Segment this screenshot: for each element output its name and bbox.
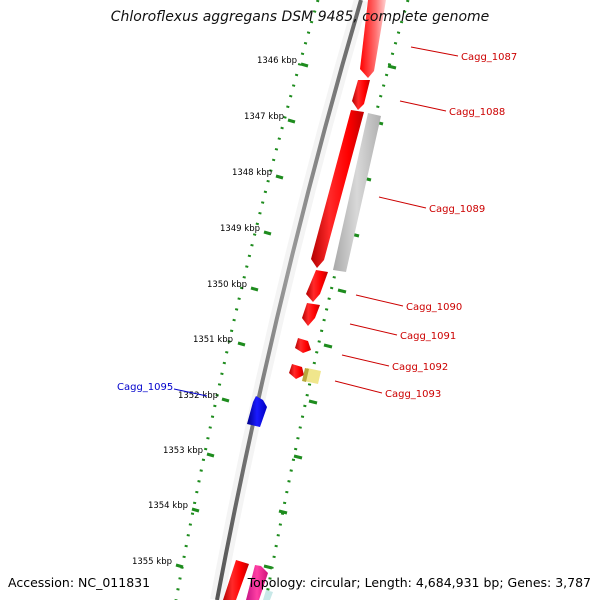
tick-mark (191, 507, 200, 513)
gene-label[interactable]: Cagg_1088 (449, 107, 505, 118)
tick-label: 1351 kbp (193, 335, 233, 345)
gene-pink-bottom[interactable] (246, 565, 268, 600)
tick-mark (287, 118, 296, 124)
gene-cagg-1090[interactable] (306, 270, 328, 302)
tick-label: 1349 kbp (220, 224, 260, 234)
ruler-right (264, 0, 410, 600)
gene-label[interactable]: Cagg_1091 (400, 331, 456, 342)
tick-mark (263, 564, 273, 570)
gene-cagg-1088[interactable] (352, 80, 370, 110)
tick-mark (206, 452, 215, 458)
gene-cagg-1092[interactable] (295, 338, 311, 353)
feature-khaki-edge (302, 368, 309, 382)
callout-line (355, 294, 404, 307)
tick-mark (263, 230, 272, 236)
tick-label: 1350 kbp (207, 280, 247, 290)
tick-mark (278, 509, 288, 515)
genome-summary-text: Topology: circular; Length: 4,684,931 bp… (247, 575, 591, 590)
gene-label[interactable]: Cagg_1087 (461, 52, 517, 63)
gene-label[interactable]: Cagg_1093 (385, 389, 441, 400)
sequence-backbone (215, 0, 363, 600)
accession-text: Accession: NC_011831 (8, 575, 151, 590)
tick-label: 1354 kbp (148, 501, 188, 511)
tick-label: 1347 kbp (244, 112, 284, 122)
ruler-left (174, 0, 320, 600)
tick-mark (293, 454, 303, 460)
callout-line (349, 323, 398, 336)
callout-line (341, 354, 390, 367)
tick-mark (387, 64, 397, 70)
tick-label: 1346 kbp (257, 56, 297, 66)
gene-red-bottom[interactable] (223, 560, 249, 600)
tick-label: 1353 kbp (163, 446, 203, 456)
tick-mark (250, 286, 259, 292)
tick-label: 1352 kbp (178, 391, 218, 401)
callout-line (173, 388, 208, 397)
tick-mark (275, 174, 284, 180)
gene-label[interactable]: Cagg_1092 (392, 362, 448, 373)
tick-mark (221, 397, 230, 403)
tick-label: 1348 kbp (232, 168, 272, 178)
gene-label[interactable]: Cagg_1095 (117, 382, 173, 393)
tick-mark (323, 343, 333, 349)
tick-mark (175, 563, 184, 569)
gene-cagg-1087[interactable] (360, 0, 386, 78)
gene-label[interactable]: Cagg_1090 (406, 302, 462, 313)
tick-mark (308, 399, 318, 405)
gene-cagg-1093[interactable] (289, 364, 304, 379)
gene-grey-bottom[interactable] (263, 590, 273, 600)
callout-line (334, 380, 383, 394)
callout-line (378, 196, 427, 209)
tick-label: 1355 kbp (132, 557, 172, 567)
feature-grey[interactable] (333, 113, 381, 272)
callout-line (399, 100, 447, 112)
gene-cagg-1091[interactable] (302, 303, 320, 326)
map-title: Chloroflexus aggregans DSM 9485, complet… (110, 9, 490, 25)
tick-mark (237, 341, 246, 347)
callout-line (410, 46, 459, 57)
gene-cagg-1089[interactable] (311, 110, 364, 268)
tick-mark (300, 62, 309, 68)
gene-label[interactable]: Cagg_1089 (429, 204, 485, 215)
tick-mark (337, 288, 347, 294)
gene-cagg-1095[interactable] (247, 396, 267, 427)
